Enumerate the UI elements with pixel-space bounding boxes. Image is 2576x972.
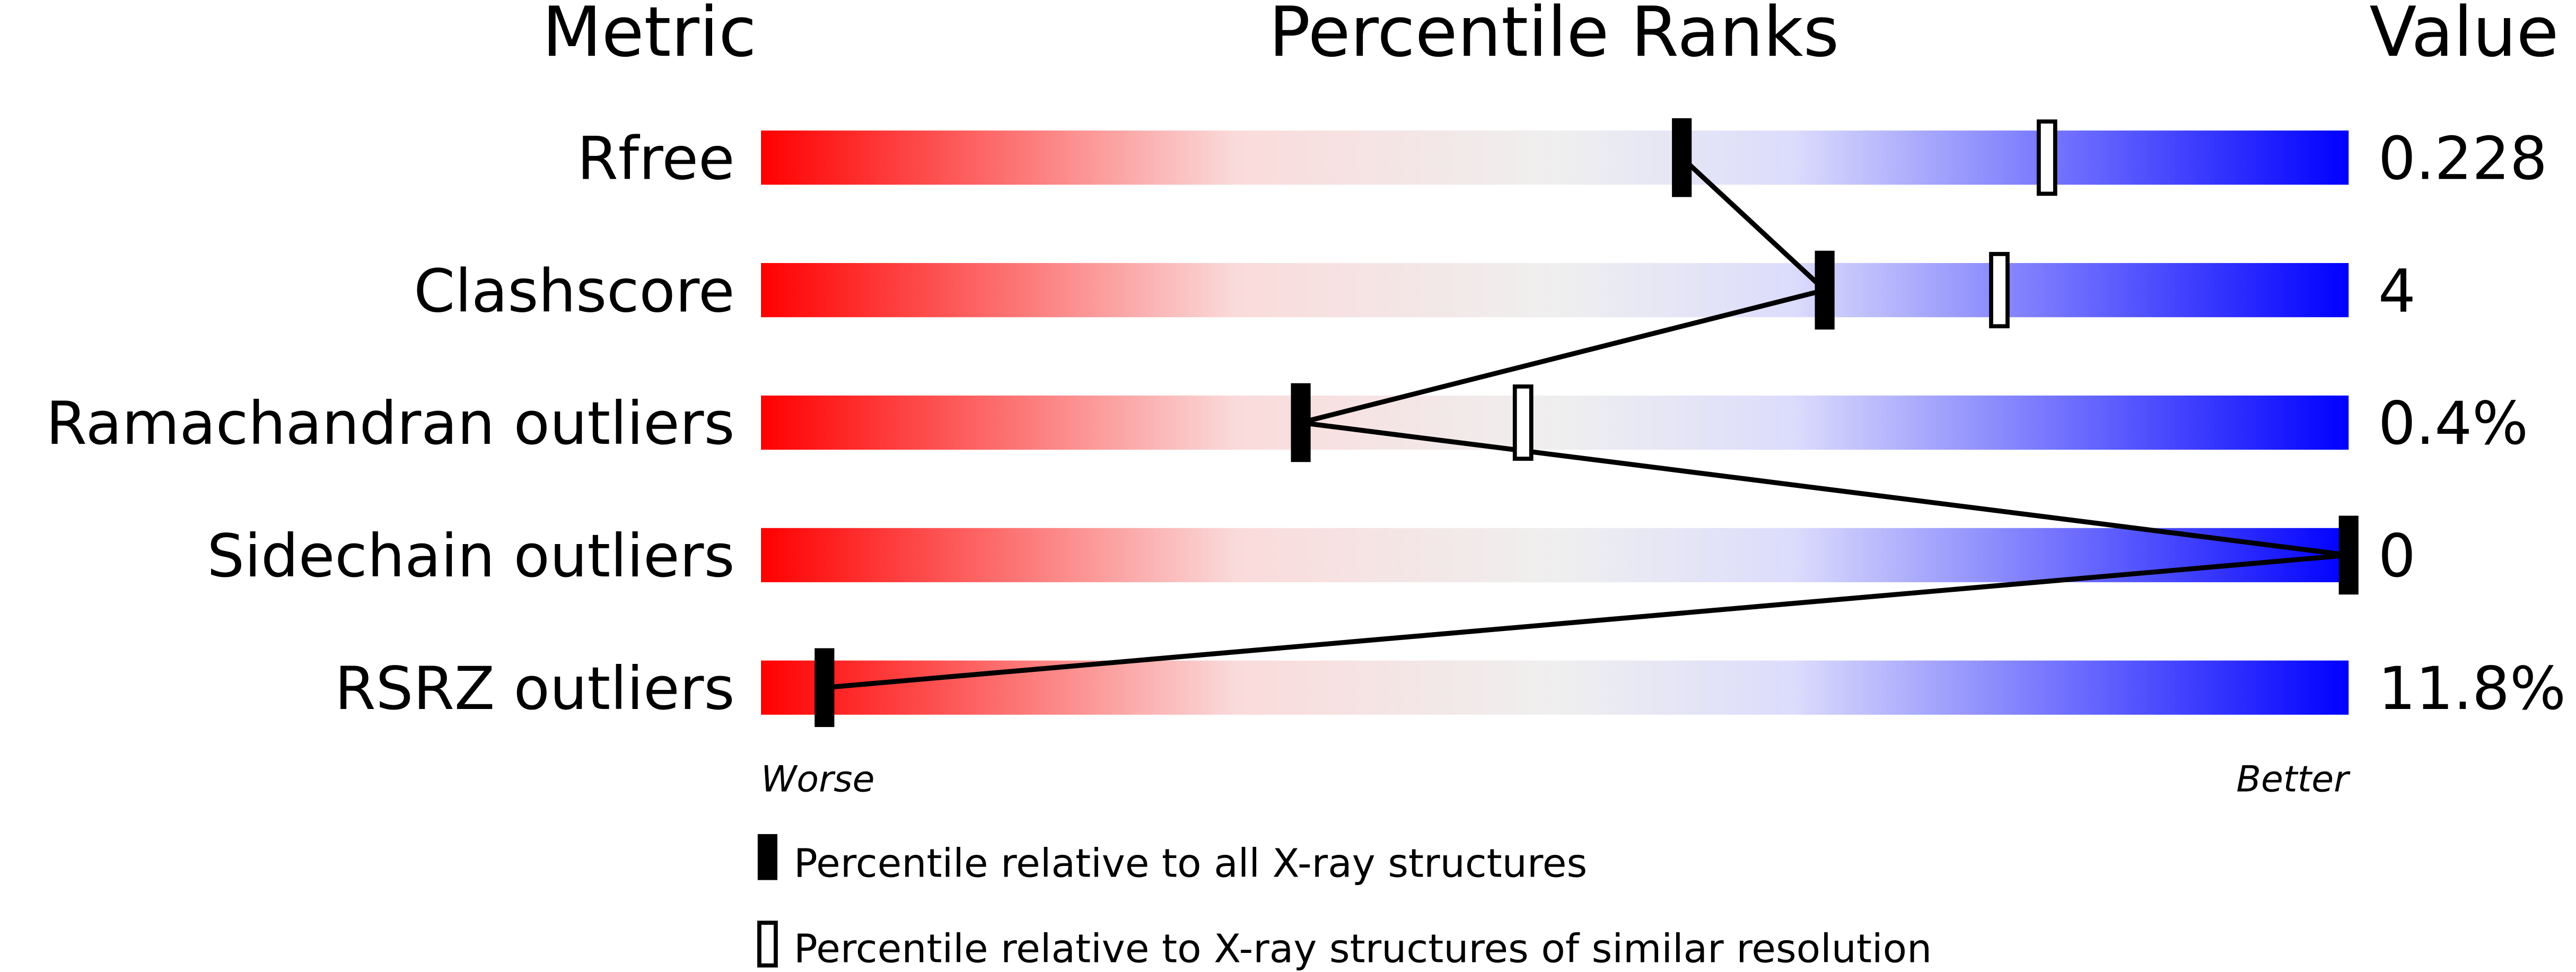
percentile-bar [761,660,2349,715]
percentile-bar [761,130,2349,185]
percentile-bar [761,528,2349,582]
metric-label: RSRZ outliers [335,655,734,723]
header-metric: Metric [542,0,756,72]
legend-similar-label: Percentile relative to X-ray structures … [794,925,1932,971]
marker-similar [1512,384,1534,461]
marker-similar [1989,252,2010,329]
percentile-bar [761,263,2349,318]
axis-worse-label: Worse [761,758,874,800]
header-value: Value [2369,0,2559,72]
marker-all [1291,383,1311,462]
metric-value: 11.8% [2378,655,2566,723]
metric-label: Rfree [577,125,734,193]
marker-all [2338,515,2359,595]
metric-value: 0.4% [2378,390,2528,458]
legend-similar-marker [757,921,778,968]
metric-value: 0 [2378,522,2416,591]
axis-better-label: Better [2236,758,2351,800]
marker-all [1815,250,1835,330]
marker-all [1672,118,1692,197]
marker-similar [2036,119,2057,196]
legend-all-label: Percentile relative to all X-ray structu… [794,840,1587,886]
metric-label: Clashscore [414,257,734,326]
legend-all-marker [757,834,778,880]
metric-label: Sidechain outliers [207,522,734,591]
percentile-bar [761,395,2349,450]
metric-value: 4 [2378,257,2416,326]
metric-label: Ramachandran outliers [46,390,735,458]
marker-all [814,648,835,728]
metric-value: 0.228 [2378,125,2547,193]
header-percentile-ranks: Percentile Ranks [1269,0,1839,72]
